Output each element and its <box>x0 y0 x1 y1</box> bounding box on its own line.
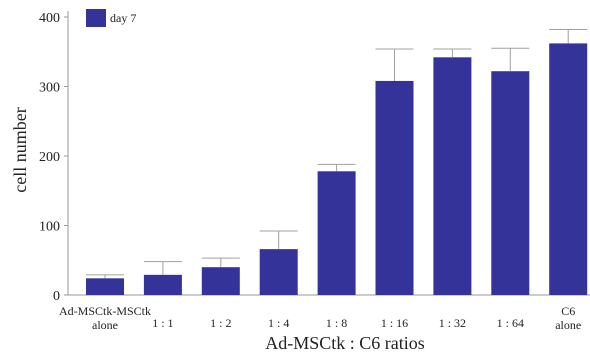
y-tick-label: 100 <box>39 220 60 235</box>
bar <box>491 71 530 296</box>
x-tick-label-line: Ad-MSCtk-MSCtk <box>59 304 151 318</box>
x-tick-label: Ad-MSCtk-MSCtk alone <box>59 304 151 332</box>
bar <box>549 43 588 295</box>
y-tick-label: 200 <box>39 150 60 165</box>
x-tick-label-line: 1 : 32 <box>439 316 466 330</box>
y-tick-label: 300 <box>39 81 60 96</box>
y-tick-label: 0 <box>53 289 60 304</box>
legend-swatch <box>86 9 106 27</box>
bar <box>375 80 414 295</box>
y-tick-labels: 0 100 200 300 400 <box>39 11 60 304</box>
bar <box>259 249 298 295</box>
bar <box>143 274 182 295</box>
y-axis-title: cell number <box>10 107 30 192</box>
x-tick-label: 1 : 4 <box>268 316 289 330</box>
bar <box>317 171 356 295</box>
x-tick-label: 1 : 32 <box>439 316 466 330</box>
bar <box>201 267 240 295</box>
x-tick-label-line: 1 : 2 <box>210 316 231 330</box>
bar <box>86 278 124 295</box>
x-tick-label-line: 1 : 64 <box>497 316 524 330</box>
x-axis-title: Ad-MSCtk : C6 ratios <box>265 333 425 353</box>
y-tick-label: 400 <box>39 11 60 26</box>
x-tick-label: 1 : 1 <box>152 316 173 330</box>
x-tick-label: 1 : 8 <box>326 316 347 330</box>
legend-label: day 7 <box>110 11 136 25</box>
x-tick-label: C6 alone <box>555 304 581 332</box>
x-tick-label-line: alone <box>555 318 581 332</box>
bars-group <box>86 43 588 296</box>
x-tick-label-line: alone <box>92 318 118 332</box>
x-tick-label-line: 1 : 4 <box>268 316 289 330</box>
x-tick-label-line: 1 : 1 <box>152 316 173 330</box>
x-tick-label: 1 : 64 <box>497 316 524 330</box>
error-bars-group <box>86 29 588 279</box>
x-tick-label-line: C6 <box>561 304 575 318</box>
x-tick-label-line: 1 : 16 <box>381 316 408 330</box>
bar <box>433 57 472 296</box>
legend: day 7 <box>86 9 136 27</box>
x-tick-label: 1 : 2 <box>210 316 231 330</box>
x-tick-label: 1 : 16 <box>381 316 408 330</box>
x-tick-label-line: 1 : 8 <box>326 316 347 330</box>
